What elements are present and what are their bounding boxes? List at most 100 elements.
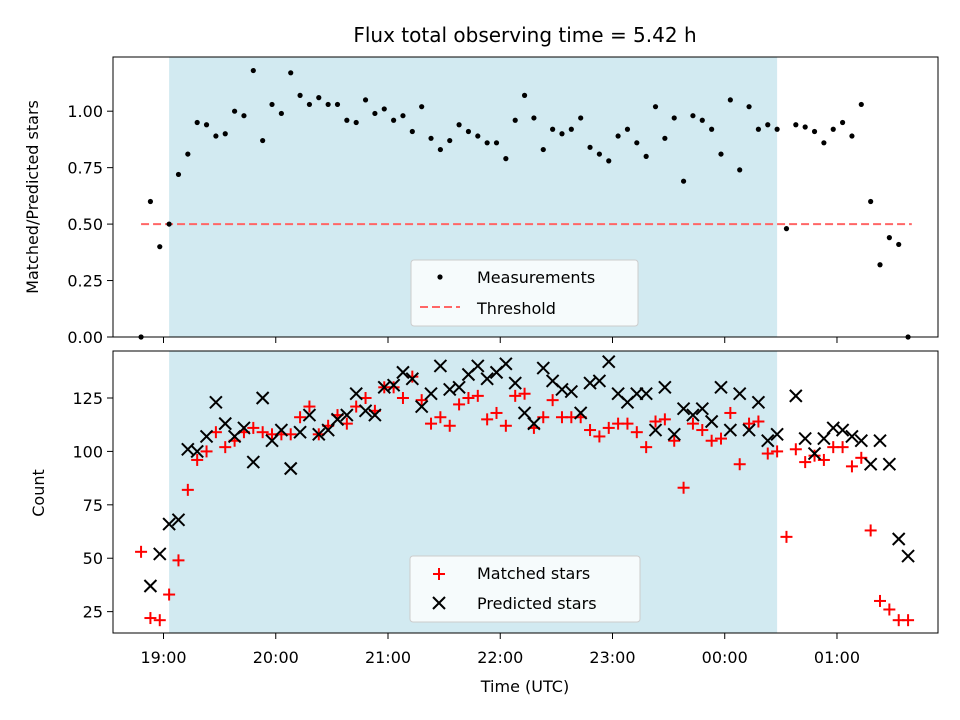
predicted-star-point: [499, 357, 513, 371]
measurement-point: [222, 131, 228, 137]
matched-star-point: [733, 458, 746, 471]
measurement-point: [437, 146, 443, 153]
predicted-star-point: [199, 429, 214, 444]
x-tick-label: 01:00: [814, 648, 860, 667]
predicted-star-point: [873, 434, 887, 448]
predicted-star-point: [358, 404, 373, 418]
measurement-point: [839, 119, 846, 126]
top-panel: 0.00 0.25 0.50 0.75 1.00 Matched/Predicted s…: [23, 56, 939, 347]
matched-star-point: [191, 453, 204, 466]
measurement-point: [587, 144, 593, 150]
measurement-point: [362, 97, 369, 103]
matched-star-point: [509, 389, 522, 402]
legend-measurements-label: Measurements: [477, 268, 595, 287]
matched-star-point: [425, 417, 438, 430]
bottom-y-axis-label: Count: [29, 469, 48, 517]
top-plot-frame: [112, 56, 939, 338]
matched-star-point: [481, 413, 494, 426]
predicted-star-point: [714, 380, 728, 395]
measurement-point: [334, 101, 341, 108]
predicted-star-point: [480, 372, 494, 386]
predicted-star-point: [648, 423, 663, 437]
predicted-star-point: [293, 425, 307, 439]
measurement-point: [231, 108, 238, 114]
measurement-point: [615, 133, 621, 139]
legend-matched-label: Matched stars: [477, 564, 590, 583]
predicted-star-point: [592, 374, 607, 388]
matched-star-point: [200, 445, 213, 458]
predicted-star-point: [517, 406, 532, 420]
measurement-point: [727, 97, 733, 103]
measurement-point: [521, 92, 528, 98]
measurement-point: [821, 140, 827, 146]
y-tick-label: 0.50: [67, 215, 103, 234]
matched-star-point: [546, 394, 559, 407]
matched-star-point: [696, 424, 709, 437]
top-legend-box: [410, 259, 639, 327]
matched-star-point: [808, 449, 821, 462]
x-tick-label: 20:00: [253, 648, 299, 667]
matched-star-point: [845, 460, 858, 473]
measurement-point: [391, 117, 397, 123]
predicted-star-point: [143, 579, 158, 593]
matched-star-point: [490, 406, 503, 419]
measurement-point: [849, 133, 855, 139]
measurement-point: [830, 126, 836, 132]
x-axis-label: Time (UTC): [480, 677, 569, 696]
measurement-point: [465, 128, 472, 135]
predicted-star-point: [704, 414, 719, 429]
matched-star-point: [902, 614, 915, 627]
measurement-point: [175, 171, 182, 178]
measurement-point: [531, 115, 537, 121]
matched-star-point: [658, 413, 671, 426]
matched-star-point: [771, 445, 784, 458]
predicted-star-point: [302, 408, 317, 422]
matched-star-point: [836, 441, 849, 454]
bottom-legend-box: [409, 555, 641, 623]
x-tick-label: 19:00: [140, 648, 186, 667]
matched-star-point: [247, 421, 260, 434]
predicted-star-point: [237, 421, 251, 435]
legend-predicted-label: Predicted stars: [477, 594, 597, 613]
y-tick-label: 125: [72, 389, 103, 408]
matched-star-point: [434, 411, 447, 424]
matched-star-point: [714, 432, 727, 445]
predicted-star-point: [368, 408, 382, 422]
y-tick-label: 25: [83, 603, 103, 622]
measurement-point: [419, 104, 425, 110]
measurement-point: [746, 104, 752, 110]
measurement-point: [260, 137, 266, 144]
y-tick-label: 1.00: [67, 102, 103, 121]
predicted-star-point: [751, 395, 766, 409]
measurement-point: [690, 113, 696, 119]
matched-star-point: [883, 603, 896, 616]
predicted-star-point: [274, 423, 289, 437]
measurement-point: [484, 140, 490, 146]
matched-star-point: [462, 392, 475, 404]
measurement-point: [288, 70, 294, 76]
predicted-star-point: [340, 408, 354, 422]
matched-star-point: [799, 456, 812, 469]
measurement-point: [699, 117, 705, 123]
y-tick-label: 0.25: [67, 272, 103, 291]
measurement-point: [157, 244, 163, 250]
predicted-star-point: [658, 380, 672, 395]
predicted-star-point: [602, 354, 616, 369]
measurement-point: [409, 128, 415, 135]
measurement-point: [297, 92, 303, 98]
matched-star-point: [668, 434, 681, 447]
measurement-point: [755, 126, 762, 132]
measurement-point: [269, 101, 275, 108]
matched-star-point: [584, 424, 597, 437]
predicted-star-point: [433, 359, 448, 373]
matched-star-point: [303, 400, 316, 413]
legend-predicted-marker: [432, 596, 446, 610]
matched-star-point: [471, 389, 484, 402]
measurement-point: [241, 113, 247, 119]
predicted-star-point: [845, 429, 859, 444]
predicted-star-point: [255, 391, 270, 405]
predicted-star-point: [732, 387, 747, 401]
measurement-point: [802, 124, 808, 130]
measurement-point: [624, 126, 631, 132]
measurement-point: [278, 110, 284, 117]
